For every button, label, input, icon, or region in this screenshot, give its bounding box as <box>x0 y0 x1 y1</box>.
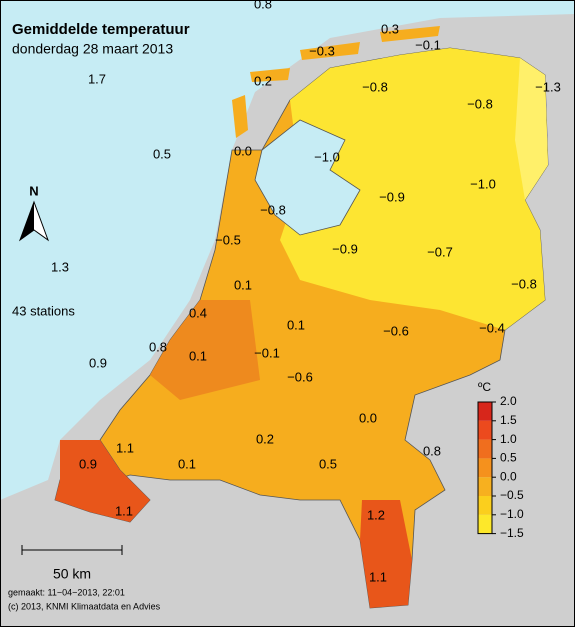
island <box>300 42 360 60</box>
title: Gemiddelde temperatuur <box>12 21 190 38</box>
station-value: 0.3 <box>381 21 399 36</box>
station-value: −0.8 <box>260 202 286 217</box>
sea <box>0 0 575 500</box>
legend-tick-label: −1.0 <box>500 507 524 521</box>
footer-copyright: (c) 2013, KNMI Klimaatdata en Advies <box>8 601 161 611</box>
station-value: 0.8 <box>149 339 167 354</box>
subtitle: donderdag 28 maart 2013 <box>12 41 173 57</box>
warm-southwest <box>55 440 150 522</box>
station-value: 0.0 <box>234 143 252 158</box>
station-value: 0.1 <box>189 348 207 363</box>
cold-east <box>515 58 548 200</box>
north-label: N <box>29 183 38 198</box>
station-value: −1.3 <box>535 79 561 94</box>
legend-band <box>478 514 492 534</box>
station-value: 0.4 <box>189 305 207 320</box>
legend-tick-label: −1.5 <box>500 526 524 540</box>
station-value: −1.0 <box>470 176 496 191</box>
ijsselmeer <box>254 119 361 236</box>
station-value: −0.3 <box>309 43 335 58</box>
north-arrow-half <box>20 202 34 240</box>
station-value: −0.4 <box>479 320 505 335</box>
station-value: 1.2 <box>367 507 385 522</box>
island <box>380 26 440 42</box>
station-value: −0.8 <box>362 79 388 94</box>
station-value: −0.9 <box>379 189 405 204</box>
station-value: −1.0 <box>314 149 340 164</box>
legend-tick-label: 2.0 <box>500 394 517 408</box>
station-value: 0.9 <box>79 456 97 471</box>
footer-made: gemaakt: 11−04−2013, 22:01 <box>8 587 125 597</box>
station-value: −0.1 <box>415 37 441 52</box>
island <box>232 95 248 138</box>
station-value: 1.1 <box>116 440 134 455</box>
station-value: 0.9 <box>89 355 107 370</box>
legend-unit: ºC <box>478 380 491 394</box>
legend-band <box>478 458 492 478</box>
station-value: 0.1 <box>234 277 252 292</box>
station-value: −0.1 <box>254 345 280 360</box>
legend-frame <box>477 401 493 535</box>
station-value: 0.1 <box>287 317 305 332</box>
station-value: 0.8 <box>423 443 441 458</box>
station-value: −0.7 <box>427 244 453 259</box>
scale-bar <box>21 545 123 555</box>
legend-band <box>478 420 492 440</box>
station-value: 0.0 <box>359 410 377 425</box>
station-value: −0.8 <box>511 276 537 291</box>
legend-tick-label: 1.0 <box>500 432 517 446</box>
station-value: 0.5 <box>153 146 171 161</box>
station-value: 0.5 <box>319 456 337 471</box>
legend-tick-label: 1.5 <box>500 413 517 427</box>
legend-band <box>478 439 492 459</box>
warm-west <box>150 300 260 400</box>
station-value: 1.7 <box>88 71 106 86</box>
station-value: −0.8 <box>467 96 493 111</box>
station-value: 0.2 <box>254 73 272 88</box>
legend-band <box>478 477 492 496</box>
station-value: −0.5 <box>215 232 241 247</box>
island <box>250 68 290 82</box>
warm-limburg <box>360 500 412 608</box>
legend-tick-label: 0.0 <box>500 469 517 483</box>
station-value: −0.9 <box>332 241 358 256</box>
station-value: 0.2 <box>256 431 274 446</box>
scale-label: 50 km <box>53 566 91 582</box>
legend-tick-label: 0.5 <box>500 451 517 465</box>
cool-northeast <box>280 48 548 330</box>
legend-tick-label: −0.5 <box>500 488 524 502</box>
legend-band <box>478 496 492 515</box>
station-count: 43 stations <box>12 303 75 318</box>
station-value: −0.6 <box>383 323 409 338</box>
station-value: −0.6 <box>287 369 313 384</box>
station-value: 0.8 <box>254 0 272 11</box>
station-value: 1.1 <box>115 503 133 518</box>
station-value: 0.1 <box>178 456 196 471</box>
station-value: 1.1 <box>369 569 387 584</box>
legend-band <box>478 402 492 421</box>
station-value: 1.3 <box>51 259 69 274</box>
